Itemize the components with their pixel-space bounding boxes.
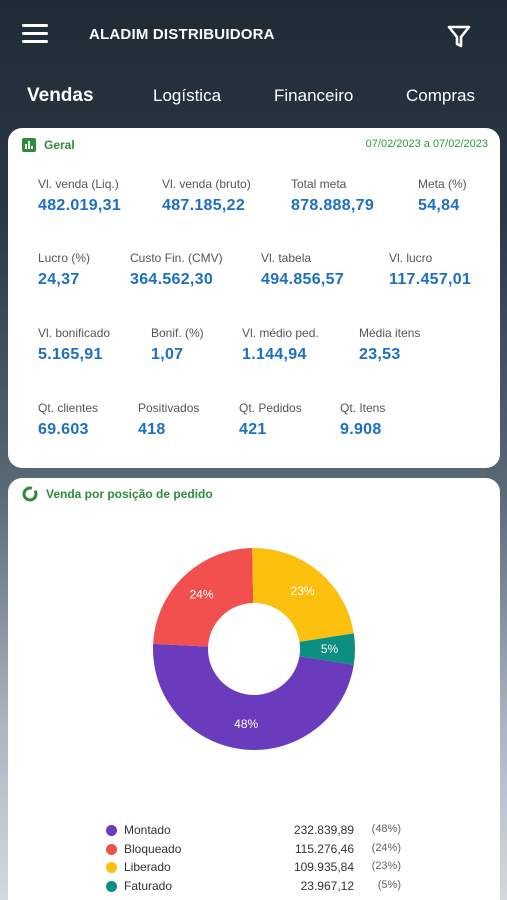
metric-label: Meta (%)	[418, 177, 467, 191]
legend-name: Liberado	[124, 860, 171, 874]
legend-name: Faturado	[124, 878, 173, 893]
pie-slice-label: 48%	[234, 717, 258, 731]
metric-label: Total meta	[291, 177, 347, 191]
metric-label: Lucro (%)	[38, 251, 91, 265]
legend-percent: (5%)	[377, 878, 401, 891]
metric-value: 487.185,22	[162, 197, 246, 214]
metric-label: Vl. venda (Liq.)	[38, 177, 119, 191]
metric-value: 1.144,94	[242, 346, 307, 363]
metric-value: 54,84	[418, 197, 460, 214]
filter-icon[interactable]	[444, 22, 474, 50]
metric-label: Qt. Itens	[340, 401, 386, 415]
legend-item-bloqueado: Bloqueado 115.276,46 (24%)	[106, 841, 406, 860]
legend-percent: (23%)	[371, 860, 401, 872]
top-bar: ALADIM DISTRIBUIDORA	[0, 0, 507, 72]
metric-custo-fin: Custo Fin. (CMV) 364.562,30	[130, 251, 223, 289]
metric-value: 23,53	[359, 346, 401, 363]
legend-name: Montado	[124, 823, 171, 837]
metric-bonif-pct: Bonif. (%) 1,07	[151, 326, 204, 364]
metric-media-itens: Média itens 23,53	[359, 326, 420, 364]
metric-label: Qt. clientes	[38, 401, 99, 415]
donut-chart-icon	[22, 486, 38, 502]
legend-dot	[106, 843, 117, 855]
legend-value: 232.839,89	[293, 823, 354, 837]
date-range[interactable]: 07/02/2023 a 07/02/2023	[365, 138, 488, 150]
pie-card-title: Venda por posição de pedido	[46, 487, 213, 501]
metric-vl-venda-bruto: Vl. venda (bruto) 487.185,22	[162, 177, 251, 215]
metric-value: 421	[239, 421, 267, 438]
legend-item-liberado: Liberado 109.935,84 (23%)	[106, 859, 406, 878]
tab-compras[interactable]: Compras	[406, 86, 475, 105]
tab-vendas[interactable]: Vendas	[27, 85, 94, 106]
donut-chart: 48% 24% 23% 5%	[153, 548, 355, 751]
pie-slice-label: 5%	[321, 642, 339, 656]
metric-lucro-pct: Lucro (%) 24,37	[38, 251, 90, 289]
tab-bar: Vendas Logística Financeiro Compras	[0, 85, 507, 122]
metric-meta-pct: Meta (%) 54,84	[418, 177, 467, 215]
metric-positivados: Positivados 418	[138, 401, 199, 439]
pie-slice-label: 23%	[291, 584, 315, 598]
geral-card-header: Geral	[22, 138, 75, 152]
legend-value: 109.935,84	[293, 860, 354, 874]
legend-name: Bloqueado	[124, 841, 182, 856]
legend-percent: (24%)	[371, 841, 401, 854]
legend-value: 23.967,12	[300, 878, 354, 893]
legend-value: 115.276,46	[294, 841, 354, 856]
pie-slice-bloqueado[interactable]	[153, 548, 254, 647]
metric-qt-pedidos: Qt. Pedidos 421	[239, 401, 302, 439]
metric-label: Vl. médio ped.	[242, 326, 319, 340]
pie-slice-montado[interactable]	[153, 643, 354, 751]
metric-label: Média itens	[359, 326, 421, 340]
hamburger-menu-icon[interactable]	[22, 24, 48, 46]
legend-item-montado: Montado 232.839,89 (48%)	[106, 822, 406, 841]
metric-label: Qt. Pedidos	[239, 401, 302, 415]
pie-card-header: Venda por posição de pedido	[22, 486, 213, 502]
metric-total-meta: Total meta 878.888,79	[291, 177, 374, 215]
metric-label: Vl. tabela	[261, 251, 312, 265]
legend-dot	[106, 825, 117, 836]
legend-dot	[106, 862, 117, 873]
metric-label: Vl. bonificado	[38, 326, 111, 340]
metric-vl-bonificado: Vl. bonificado 5.165,91	[38, 326, 110, 364]
metric-label: Custo Fin. (CMV)	[130, 251, 223, 265]
metric-label: Bonif. (%)	[151, 326, 204, 340]
metric-value: 1,07	[151, 346, 184, 363]
metric-value: 418	[138, 421, 166, 438]
metric-label: Vl. lucro	[389, 251, 433, 265]
legend-dot	[106, 880, 117, 892]
metric-vl-medio-ped: Vl. médio ped. 1.144,94	[242, 326, 319, 364]
metric-value: 5.165,91	[38, 346, 103, 363]
metric-qt-clientes: Qt. clientes 69.603	[38, 401, 98, 439]
metric-vl-lucro: Vl. lucro 117.457,01	[389, 251, 471, 289]
metric-label: Positivados	[138, 401, 200, 415]
tab-logistica[interactable]: Logística	[153, 86, 222, 105]
bar-chart-icon	[22, 138, 36, 152]
pie-slice-label: 24%	[189, 588, 213, 602]
pie-chart-card: Venda por posição de pedido 48% 24% 23% 5% …	[8, 478, 500, 900]
metric-value: 9.908	[340, 421, 382, 438]
pie-slice-liberado[interactable]	[252, 548, 354, 642]
app-title: ALADIM DISTRIBUIDORA	[89, 26, 275, 43]
metric-value: 878.888,79	[291, 197, 375, 214]
metric-vl-tabela: Vl. tabela 494.856,57	[261, 251, 344, 289]
metric-vl-venda-liq: Vl. venda (Liq.) 482.019,31	[38, 177, 121, 215]
metric-value: 24,37	[38, 271, 80, 288]
pie-slice-faturado[interactable]	[299, 633, 355, 665]
chart-legend: Montado 232.839,89 (48%) Bloqueado 115.276,4…	[106, 822, 406, 896]
legend-percent: (48%)	[371, 823, 401, 835]
metric-value: 494.856,57	[261, 271, 345, 288]
geral-card: Geral 07/02/2023 a 07/02/2023 Vl. venda …	[8, 128, 500, 468]
metric-value: 482.019,31	[38, 197, 122, 214]
geral-title: Geral	[44, 138, 75, 152]
metric-value: 117.457,01	[389, 271, 472, 288]
metric-value: 364.562,30	[130, 271, 214, 288]
metric-label: Vl. venda (bruto)	[162, 177, 251, 191]
tab-financeiro[interactable]: Financeiro	[274, 86, 354, 105]
metric-qt-itens: Qt. Itens 9.908	[340, 401, 385, 439]
metric-value: 69.603	[38, 421, 89, 438]
legend-item-faturado: Faturado 23.967,12 (5%)	[106, 878, 406, 897]
